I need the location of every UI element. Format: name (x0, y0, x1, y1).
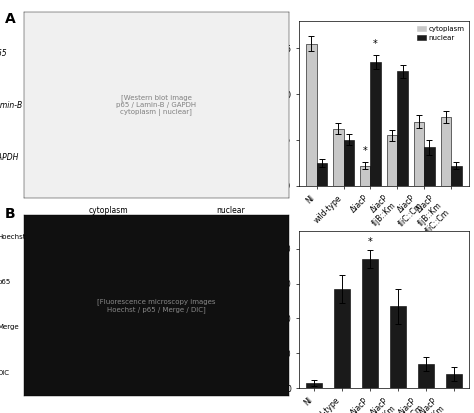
Bar (317, 163, 327, 186)
Bar (397, 71, 408, 186)
Y-axis label: Expression level of p65
(arbitrary unit): Expression level of p65 (arbitrary unit) (255, 54, 275, 152)
Bar (306, 44, 317, 186)
Text: cytoplasm: cytoplasm (89, 206, 128, 215)
Bar (390, 306, 406, 388)
Bar (306, 383, 322, 388)
Bar (334, 289, 350, 388)
Text: *: * (363, 147, 368, 157)
Text: Merge: Merge (0, 325, 19, 330)
Text: Hoechst: Hoechst (0, 234, 26, 240)
Text: A: A (5, 12, 16, 26)
Y-axis label: Intensity of Nuclear p65
(arbitrary unit): Intensity of Nuclear p65 (arbitrary unit… (259, 259, 278, 361)
Text: Lamin-B: Lamin-B (0, 101, 23, 110)
Text: GAPDH: GAPDH (0, 153, 19, 162)
Bar (418, 364, 434, 388)
Bar (441, 117, 451, 186)
Text: p65: p65 (0, 279, 10, 285)
Bar (446, 374, 462, 388)
Bar (362, 259, 378, 388)
Text: nuclear: nuclear (216, 206, 245, 215)
Bar (333, 129, 344, 186)
Text: *: * (373, 39, 378, 49)
Text: [Fluorescence microscopy images
Hoechst / p65 / Merge / DIC]: [Fluorescence microscopy images Hoechst … (97, 298, 216, 313)
Text: B: B (5, 206, 15, 221)
Bar (344, 140, 354, 186)
Text: [Western blot image
p65 / Lamin-B / GAPDH
cytoplasm | nuclear]: [Western blot image p65 / Lamin-B / GAPD… (116, 95, 197, 116)
Text: DIC: DIC (0, 370, 9, 376)
Bar (451, 166, 462, 186)
Legend: cytoplasm, nuclear: cytoplasm, nuclear (416, 24, 466, 43)
Text: p65: p65 (0, 49, 7, 58)
Bar (360, 166, 371, 186)
Bar (424, 147, 435, 186)
Bar (414, 121, 424, 186)
Bar (371, 62, 381, 186)
Bar (387, 135, 397, 186)
Text: *: * (368, 237, 373, 247)
